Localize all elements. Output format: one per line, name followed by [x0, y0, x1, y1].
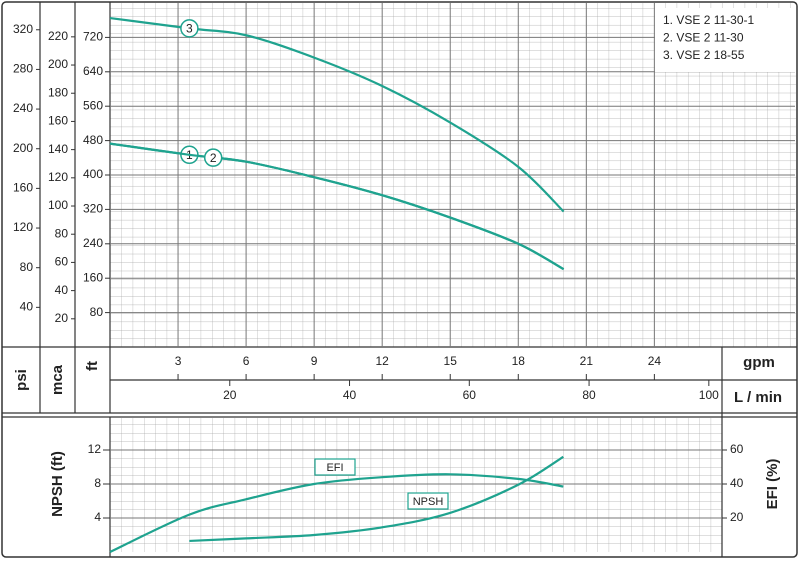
y-tick-label: 140 [48, 142, 68, 156]
y2-axis-label: EFI (%) [764, 459, 781, 510]
y-tick-label: 640 [83, 64, 103, 78]
x2-tick-label: 60 [463, 388, 477, 402]
y-tick-label: 200 [13, 141, 33, 155]
series-label: EFI [326, 462, 343, 474]
axis-label: mca [49, 364, 66, 395]
x-tick-label: 15 [444, 354, 458, 368]
y-tick-label: 160 [13, 181, 33, 195]
x-tick-label: 9 [311, 354, 318, 368]
y-tick-label: 240 [13, 101, 33, 115]
y-tick-label: 220 [48, 29, 68, 43]
x-tick-label: 3 [175, 354, 182, 368]
y-tick-label: 200 [48, 57, 68, 71]
y-tick-label: 560 [83, 98, 103, 112]
x2-tick-label: 100 [699, 388, 719, 402]
curve-marker-label: 2 [210, 151, 217, 165]
y-tick-label: 20 [55, 311, 69, 325]
curve [189, 455, 564, 543]
x2-tick-label: 20 [223, 388, 237, 402]
x2-tick-label: 80 [582, 388, 596, 402]
series-label-box [314, 458, 356, 476]
curve [109, 473, 564, 553]
y-tick-label: 12 [88, 442, 102, 456]
curve-marker-label: 3 [186, 22, 193, 36]
y-tick-label: 100 [48, 198, 68, 212]
x-axis-label: gpm [743, 354, 775, 371]
y-tick-label: 720 [83, 30, 103, 44]
frame-lines [2, 2, 797, 557]
axis-label: psi [13, 369, 30, 391]
y-tick-label: 320 [13, 22, 33, 36]
y-tick-label: 180 [48, 85, 68, 99]
series-label: NPSH [413, 496, 444, 508]
y-tick-label: 400 [83, 167, 103, 181]
x-tick-label: 24 [648, 354, 662, 368]
grid-background [110, 418, 722, 552]
y-tick-label: 80 [90, 305, 104, 319]
legend-entry: 3. VSE 2 18-55 [663, 48, 745, 62]
x2-axis-label: L / min [734, 389, 782, 406]
y-tick-label: 80 [20, 260, 34, 274]
x-tick-label: 21 [580, 354, 594, 368]
legend-entry: 1. VSE 2 11-30-1 [663, 13, 754, 27]
axis-label: ft [84, 361, 101, 371]
curve [109, 142, 565, 271]
curve-marker [180, 19, 199, 38]
y-tick-label: 480 [83, 133, 103, 147]
x2-tick-label: 40 [343, 388, 357, 402]
y-tick-label: 4 [94, 510, 101, 524]
legend-box [655, 8, 796, 72]
y-axis-label: NPSH (ft) [49, 451, 66, 517]
y-tick-label: 40 [55, 283, 69, 297]
y-tick-label: 40 [20, 300, 34, 314]
y-tick-label: 8 [94, 476, 101, 490]
legend-entry: 2. VSE 2 11-30 [663, 31, 744, 45]
y-tick-label: 280 [13, 62, 33, 76]
y-tick-label: 320 [83, 202, 103, 216]
y-tick-label: 240 [83, 236, 103, 250]
x-tick-label: 12 [376, 354, 390, 368]
x-tick-label: 18 [512, 354, 526, 368]
y-tick-label: 120 [48, 170, 68, 184]
y2-tick-label: 40 [730, 476, 744, 490]
y-tick-label: 160 [83, 270, 103, 284]
series-label-box [407, 492, 449, 510]
y-tick-label: 80 [55, 226, 69, 240]
y-tick-label: 120 [13, 220, 33, 234]
y-tick-label: 160 [48, 114, 68, 128]
y-tick-label: 60 [55, 255, 69, 269]
curve-marker [203, 148, 223, 167]
x-tick-label: 6 [243, 354, 250, 368]
y2-tick-label: 60 [730, 442, 744, 456]
y2-tick-label: 20 [730, 510, 744, 524]
